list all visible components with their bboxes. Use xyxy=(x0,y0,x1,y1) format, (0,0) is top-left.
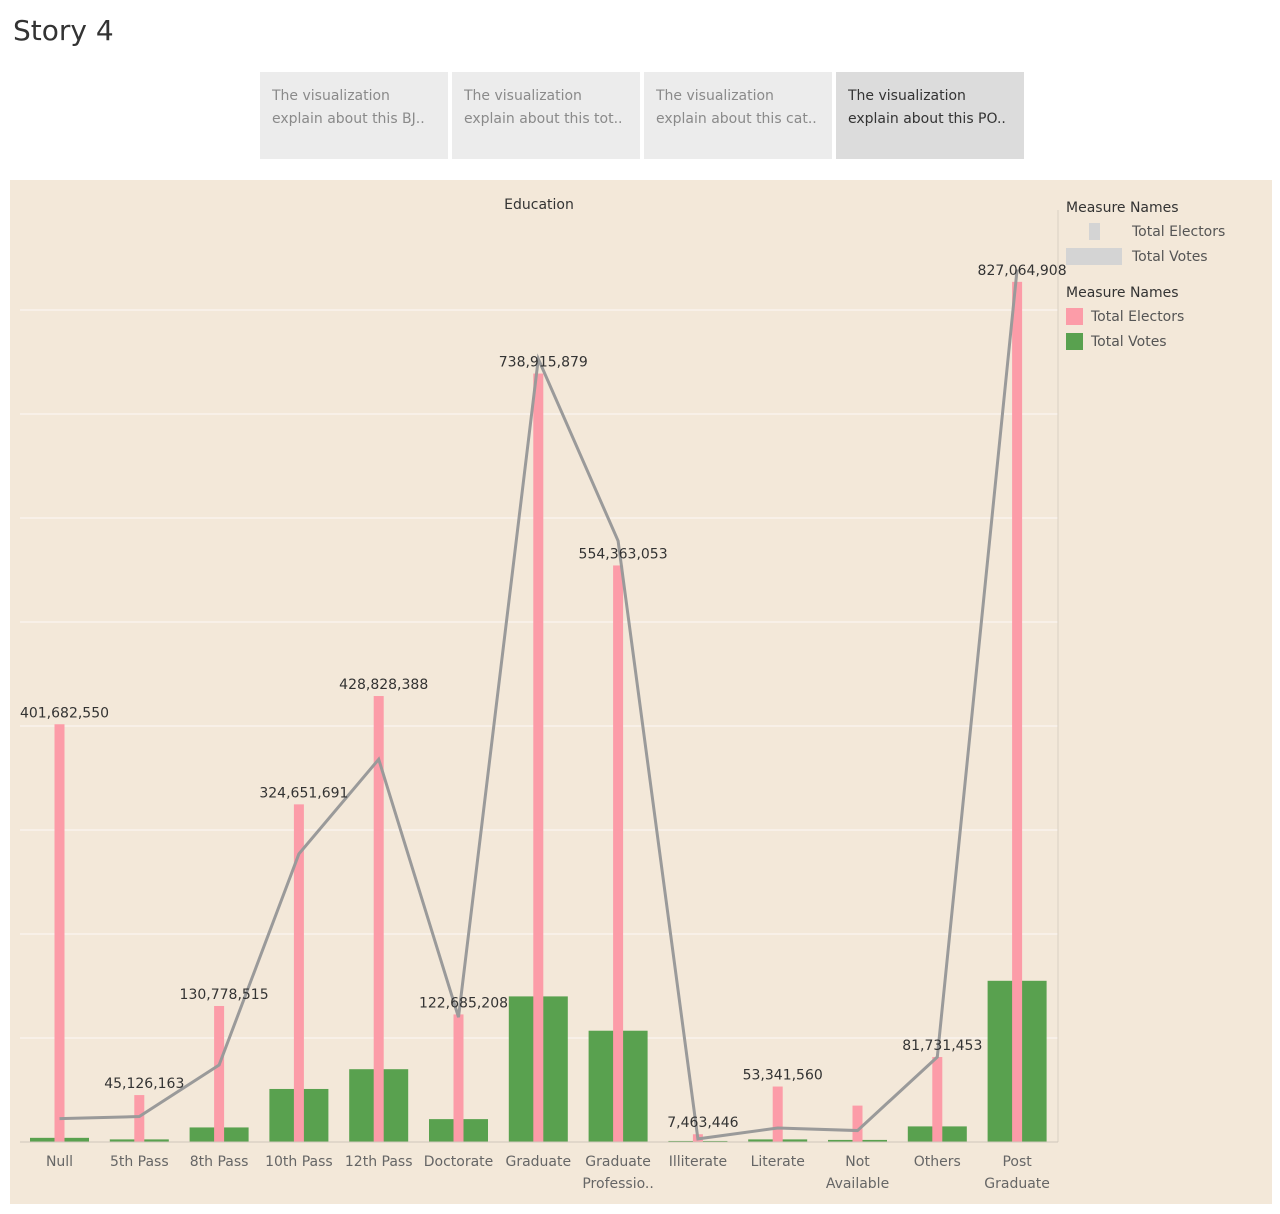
story-navigator: The visualization explain about this BJ.… xyxy=(260,72,1024,159)
x-tick-label: Illiterate xyxy=(669,1154,727,1170)
x-tick-label: 10th Pass xyxy=(265,1154,333,1170)
data-label: 53,341,560 xyxy=(743,1068,823,1084)
bar-total-electors xyxy=(134,1095,145,1142)
x-tick-label: Graduate xyxy=(984,1176,1050,1192)
story-title: Story 4 xyxy=(13,14,114,47)
legend-swatch xyxy=(1066,333,1083,350)
x-tick-label: Graduate xyxy=(585,1154,651,1170)
legend-label: Total Electors xyxy=(1132,223,1226,240)
legend-line-title: Measure Names xyxy=(1066,200,1179,216)
story-point-4-line2: explain about this PO.. xyxy=(848,111,1006,127)
data-label: 130,778,515 xyxy=(180,987,269,1003)
story-point-1[interactable]: The visualization explain about this BJ.… xyxy=(260,72,448,159)
legend-label: Total Votes xyxy=(1091,333,1167,350)
legend-bar-item-votes[interactable]: Total Votes xyxy=(1066,329,1184,354)
data-label: 401,682,550 xyxy=(20,705,109,721)
x-tick-label: Null xyxy=(46,1154,73,1170)
legend-label: Total Votes xyxy=(1132,248,1208,265)
legend-line-item-electors[interactable]: Total Electors xyxy=(1066,219,1225,244)
x-tick-label: Doctorate xyxy=(424,1154,494,1170)
data-label: 81,731,453 xyxy=(902,1038,982,1054)
chart-title: Education xyxy=(504,197,574,213)
x-tick-label: Not xyxy=(845,1154,870,1170)
x-tick-label: 8th Pass xyxy=(190,1154,249,1170)
x-axis: Null 5th Pass 8th Pass 10th Pass 12th Pass Do… xyxy=(20,1141,1058,1192)
bar-total-electors xyxy=(613,565,624,1142)
story-point-4[interactable]: The visualization explain about this PO.… xyxy=(836,72,1024,159)
story-point-2-line1: The visualization xyxy=(464,88,582,104)
x-tick-label: 5th Pass xyxy=(110,1154,169,1170)
story-point-1-line2: explain about this BJ.. xyxy=(272,111,425,127)
bar-total-electors xyxy=(373,696,384,1142)
story-point-3-line1: The visualization xyxy=(656,88,774,104)
legend-swatch xyxy=(1066,248,1122,265)
data-label: 554,363,053 xyxy=(579,546,668,562)
legend-swatch xyxy=(1066,308,1083,325)
data-label: 738,915,879 xyxy=(499,355,588,371)
legend-label: Total Electors xyxy=(1091,308,1185,325)
bar-total-electors xyxy=(1012,281,1023,1142)
x-tick-label: Literate xyxy=(751,1154,805,1170)
line-total-electors xyxy=(59,269,1019,1141)
legend-line: Measure Names Total Electors Total Votes xyxy=(1066,200,1225,269)
data-label: 122,685,208 xyxy=(419,995,508,1011)
bar-total-electors xyxy=(214,1005,225,1142)
story-point-3-line2: explain about this cat.. xyxy=(656,111,817,127)
dashboard-panel: 401,682,550 45,126,163 130,778,515 324,651,… xyxy=(10,180,1272,1204)
story-point-1-line1: The visualization xyxy=(272,88,390,104)
legend-swatch xyxy=(1066,223,1122,240)
education-chart[interactable]: 401,682,550 45,126,163 130,778,515 324,651,… xyxy=(10,180,1272,1204)
bar-total-electors xyxy=(453,1014,464,1142)
legend-bar-item-electors[interactable]: Total Electors xyxy=(1066,304,1184,329)
data-labels: 401,682,550 45,126,163 130,778,515 324,651,… xyxy=(20,263,1067,1131)
story-point-4-line1: The visualization xyxy=(848,88,966,104)
bars xyxy=(30,281,1047,1142)
trend-line xyxy=(59,269,1019,1141)
legend-bar-title: Measure Names xyxy=(1066,285,1179,301)
data-label: 428,828,388 xyxy=(339,677,428,693)
story-point-2[interactable]: The visualization explain about this tot… xyxy=(452,72,640,159)
bar-total-electors xyxy=(533,373,544,1142)
story-point-2-line2: explain about this tot.. xyxy=(464,111,623,127)
x-tick-label: 12th Pass xyxy=(345,1154,413,1170)
data-label: 324,651,691 xyxy=(259,785,348,801)
bar-total-electors xyxy=(293,804,304,1142)
data-label: 45,126,163 xyxy=(104,1076,184,1092)
data-label: 7,463,446 xyxy=(667,1115,738,1131)
bar-total-electors xyxy=(54,724,65,1142)
bar-total-electors xyxy=(772,1086,783,1142)
x-tick-label: Others xyxy=(914,1154,961,1170)
bar-total-electors xyxy=(932,1056,943,1142)
legend-bar: Measure Names Total Electors Total Votes xyxy=(1066,285,1184,354)
x-tick-label: Available xyxy=(826,1176,889,1192)
data-label: 827,064,908 xyxy=(978,263,1067,279)
story-point-3[interactable]: The visualization explain about this cat… xyxy=(644,72,832,159)
bar-total-electors xyxy=(852,1105,863,1142)
x-tick-label: Post xyxy=(1002,1154,1032,1170)
x-tick-label: Professio.. xyxy=(582,1176,653,1192)
legend-line-item-votes[interactable]: Total Votes xyxy=(1066,244,1225,269)
x-tick-label: Graduate xyxy=(505,1154,571,1170)
